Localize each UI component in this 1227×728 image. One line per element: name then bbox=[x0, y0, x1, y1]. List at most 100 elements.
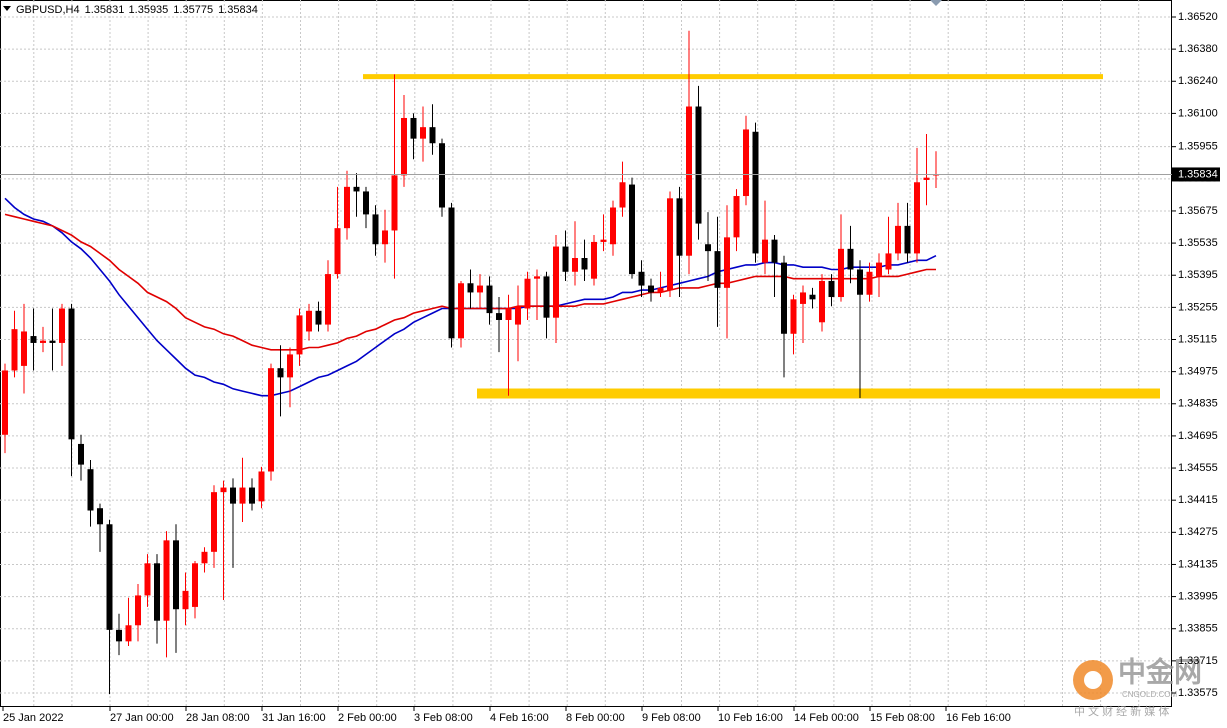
x-tick-label: 27 Jan 00:00 bbox=[110, 712, 174, 724]
candle-body bbox=[40, 340, 46, 343]
y-tick-label: 1.36380 bbox=[1178, 43, 1218, 55]
candle-body bbox=[97, 508, 103, 525]
y-tick-label: 1.36100 bbox=[1178, 107, 1218, 119]
candle-body bbox=[296, 315, 303, 355]
candle-body bbox=[249, 487, 255, 504]
y-tick-label: 1.36240 bbox=[1178, 75, 1218, 87]
y-tick-label: 1.34135 bbox=[1178, 558, 1218, 570]
candle-body bbox=[11, 329, 18, 371]
candle-body bbox=[163, 540, 170, 621]
watermark-domain: CNGOLD.COM bbox=[1122, 690, 1177, 699]
low-value: 1.35775 bbox=[173, 4, 213, 16]
candle-body bbox=[572, 258, 578, 272]
candle-body bbox=[192, 563, 198, 607]
candle-body bbox=[543, 276, 550, 318]
candle-body bbox=[287, 354, 293, 378]
x-tick-label: 2 Feb 00:00 bbox=[338, 712, 397, 724]
candle-body bbox=[68, 308, 75, 440]
x-tick-label: 15 Feb 08:00 bbox=[870, 712, 935, 724]
candle-body bbox=[553, 246, 559, 318]
candle-body bbox=[135, 595, 141, 626]
y-tick-label: 1.34695 bbox=[1178, 430, 1218, 442]
candle-body bbox=[790, 299, 797, 334]
candle-body bbox=[619, 182, 626, 208]
y-tick-label: 1.33995 bbox=[1178, 590, 1218, 602]
grid bbox=[0, 0, 1172, 707]
x-tick-label: 25 Jan 2022 bbox=[3, 712, 64, 724]
close-value: 1.35834 bbox=[218, 4, 258, 16]
candle-body bbox=[695, 106, 702, 224]
y-tick-label: 1.34415 bbox=[1178, 494, 1218, 506]
candle-body bbox=[847, 248, 854, 270]
y-tick-label: 1.35115 bbox=[1178, 333, 1217, 345]
y-tick-label: 1.34835 bbox=[1178, 398, 1218, 410]
candle-body bbox=[325, 274, 331, 325]
header: GBPUSD,H4 1.35831 1.35935 1.35775 1.35834 bbox=[16, 4, 258, 16]
candle-body bbox=[448, 207, 455, 339]
y-tick-label: 1.36520 bbox=[1178, 11, 1218, 23]
candle-body bbox=[353, 186, 360, 192]
watermark-tagline: 中 文 财 经 新 媒 体 bbox=[1074, 704, 1169, 718]
candle-body bbox=[676, 198, 683, 256]
logo-inner bbox=[1084, 671, 1102, 689]
candle-body bbox=[714, 251, 721, 288]
candle-body bbox=[363, 191, 369, 215]
candle-body bbox=[800, 292, 806, 304]
candle-body bbox=[277, 368, 284, 378]
candle-body bbox=[211, 492, 217, 552]
candle-body bbox=[21, 331, 27, 366]
x-tick-label: 10 Feb 16:00 bbox=[718, 712, 783, 724]
candle-body bbox=[581, 258, 588, 270]
candle-body bbox=[391, 175, 398, 231]
y-tick-label: 1.35535 bbox=[1178, 237, 1218, 249]
candle-body bbox=[629, 184, 635, 275]
marks bbox=[2, 30, 1160, 695]
candle-body bbox=[895, 225, 901, 254]
candle-body bbox=[904, 225, 911, 254]
y-tick-label: 1.34275 bbox=[1178, 526, 1218, 538]
candle-body bbox=[524, 278, 531, 309]
candle-body bbox=[239, 487, 246, 504]
candle-body bbox=[515, 306, 521, 325]
candle-body bbox=[116, 629, 122, 642]
candle-body bbox=[201, 551, 208, 564]
candle-body bbox=[591, 241, 597, 279]
candle-body bbox=[401, 117, 407, 176]
candle-body bbox=[610, 207, 616, 245]
watermark-brand: 中金网 bbox=[1118, 655, 1202, 687]
y-tick-label: 1.33575 bbox=[1178, 687, 1218, 699]
candle-body bbox=[220, 487, 227, 493]
candle-body bbox=[78, 443, 84, 465]
candle-body bbox=[600, 239, 607, 242]
candle-body bbox=[49, 340, 56, 343]
candle-body bbox=[30, 336, 37, 343]
candle-body bbox=[724, 237, 730, 288]
y-tick-label: 1.33855 bbox=[1178, 623, 1218, 635]
candle-body bbox=[705, 244, 711, 252]
candle-body bbox=[106, 524, 113, 630]
candle-body bbox=[268, 368, 274, 472]
candle-body bbox=[686, 106, 692, 256]
candle-body bbox=[258, 471, 265, 502]
candle-body bbox=[429, 127, 436, 144]
candle-body bbox=[87, 469, 94, 511]
candle-body bbox=[743, 129, 749, 197]
candle-body bbox=[486, 285, 493, 314]
watermark: 中金网 CNGOLD.COM 中 文 财 经 新 媒 体 bbox=[1073, 655, 1202, 718]
candle-body bbox=[638, 271, 645, 286]
candle-body bbox=[733, 196, 740, 238]
scroll-arrow bbox=[930, 0, 942, 6]
symbol: GBPUSD,H4 bbox=[16, 4, 80, 16]
candle-body bbox=[467, 283, 474, 293]
open-value: 1.35831 bbox=[85, 4, 125, 16]
y-tick-label: 1.35955 bbox=[1178, 141, 1218, 153]
candle-body bbox=[505, 308, 512, 320]
candle-body bbox=[372, 214, 379, 245]
candle-body bbox=[59, 308, 65, 343]
x-tick-label: 3 Feb 08:00 bbox=[414, 712, 473, 724]
menu-arrow bbox=[3, 6, 11, 11]
candle-body bbox=[781, 262, 787, 334]
high-value: 1.35935 bbox=[129, 4, 169, 16]
x-tick-label: 14 Feb 00:00 bbox=[794, 712, 859, 724]
